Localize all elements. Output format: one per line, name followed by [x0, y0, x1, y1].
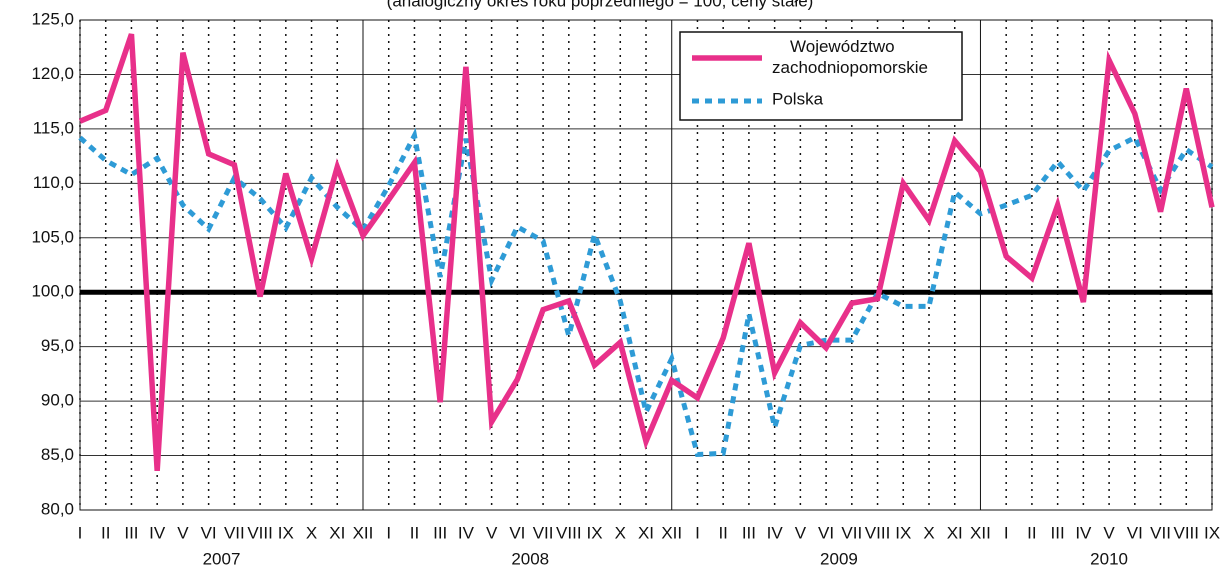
legend-label-line: Województwo	[790, 37, 895, 56]
x-tick-label: VII	[533, 523, 554, 542]
x-tick-label: I	[1004, 523, 1009, 542]
y-tick-label: 100,0	[31, 282, 74, 301]
x-tick-label: IX	[1204, 523, 1220, 542]
x-tick-label: V	[1103, 523, 1115, 542]
year-label: 2008	[511, 549, 549, 568]
x-tick-label: V	[177, 523, 189, 542]
x-tick-label: XI	[947, 523, 963, 542]
x-tick-label: II	[718, 523, 727, 542]
x-tick-label: XII	[970, 523, 991, 542]
series-line	[78, 33, 1215, 471]
x-tick-label: X	[615, 523, 626, 542]
y-tick-label: 95,0	[41, 336, 74, 355]
y-tick-label: 110,0	[33, 173, 74, 192]
legend: Województwo zachodniopomorskie Polska	[679, 31, 963, 121]
x-tick-label: VIII	[247, 523, 273, 542]
legend-label-line: zachodniopomorskie	[772, 58, 928, 77]
y-tick-label: 85,0	[41, 445, 74, 464]
x-tick-label: II	[101, 523, 110, 542]
x-tick-label: II	[1027, 523, 1036, 542]
x-tick-label: VI	[201, 523, 217, 542]
x-tick-label: X	[306, 523, 317, 542]
x-tick-label: IX	[278, 523, 294, 542]
year-label: 2007	[203, 549, 241, 568]
y-tick-label: 90,0	[41, 391, 74, 410]
x-tick-label: I	[78, 523, 83, 542]
plot-border	[79, 19, 1213, 511]
x-tick-label: VII	[224, 523, 245, 542]
x-tick-label: IV	[767, 523, 784, 542]
x-tick-label: VIII	[865, 523, 891, 542]
x-tick-label: IX	[895, 523, 911, 542]
x-tick-label: III	[1051, 523, 1065, 542]
series-line	[78, 127, 1214, 458]
x-tick-label: IV	[1075, 523, 1092, 542]
x-tick-label: XI	[638, 523, 654, 542]
x-tick-label: III	[124, 523, 138, 542]
x-tick-label: VIII	[556, 523, 582, 542]
x-tick-label: IV	[149, 523, 166, 542]
x-tick-label: VI	[1127, 523, 1143, 542]
year-label: 2009	[820, 549, 858, 568]
x-tick-label: IX	[587, 523, 603, 542]
legend-label: Województwo zachodniopomorskie	[772, 37, 928, 77]
x-tick-label: VI	[818, 523, 834, 542]
x-tick-label: X	[923, 523, 934, 542]
x-tick-label: VIII	[1174, 523, 1200, 542]
x-tick-label: XII	[661, 523, 682, 542]
x-tick-label: I	[386, 523, 391, 542]
y-tick-label: 105,0	[31, 227, 74, 246]
y-tick-label: 115,0	[33, 118, 74, 137]
x-tick-label: V	[486, 523, 498, 542]
x-tick-label: III	[742, 523, 756, 542]
x-tick-label: II	[410, 523, 419, 542]
x-tick-label: VI	[509, 523, 525, 542]
chart-title: (analogiczny okres roku poprzedniego = 1…	[387, 0, 814, 10]
x-tick-label: V	[795, 523, 807, 542]
x-tick-label: VII	[841, 523, 862, 542]
legend-box	[679, 31, 963, 121]
legend-label: Polska	[772, 89, 824, 108]
y-tick-label: 80,0	[41, 499, 74, 518]
year-label: 2010	[1090, 549, 1128, 568]
x-tick-label: III	[433, 523, 447, 542]
x-tick-label: XII	[353, 523, 374, 542]
x-tick-label: IV	[458, 523, 475, 542]
x-tick-label: I	[695, 523, 700, 542]
y-tick-label: 125,0	[31, 9, 74, 28]
x-tick-label: XI	[329, 523, 345, 542]
x-tick-label: VII	[1150, 523, 1171, 542]
y-tick-label: 120,0	[31, 64, 74, 83]
